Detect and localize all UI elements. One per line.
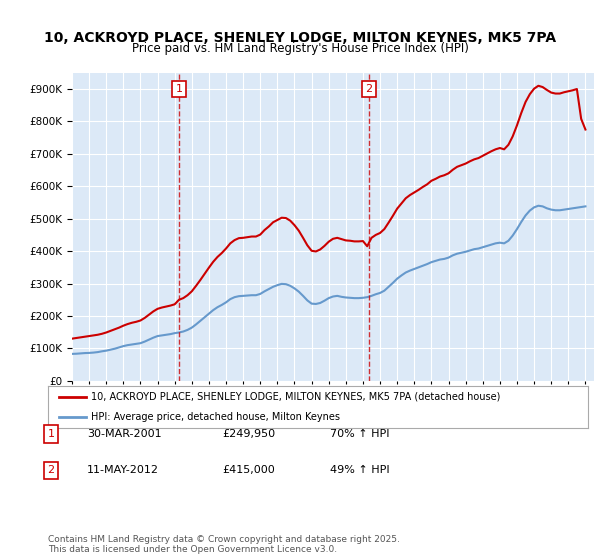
Text: 1: 1 [47, 429, 55, 439]
Text: 1: 1 [175, 84, 182, 94]
Text: 30-MAR-2001: 30-MAR-2001 [87, 429, 161, 439]
Text: Contains HM Land Registry data © Crown copyright and database right 2025.
This d: Contains HM Land Registry data © Crown c… [48, 535, 400, 554]
Text: 2: 2 [47, 465, 55, 475]
Text: HPI: Average price, detached house, Milton Keynes: HPI: Average price, detached house, Milt… [91, 412, 340, 422]
Text: 10, ACKROYD PLACE, SHENLEY LODGE, MILTON KEYNES, MK5 7PA: 10, ACKROYD PLACE, SHENLEY LODGE, MILTON… [44, 31, 556, 45]
Text: £249,950: £249,950 [222, 429, 275, 439]
Text: 49% ↑ HPI: 49% ↑ HPI [330, 465, 389, 475]
Text: Price paid vs. HM Land Registry's House Price Index (HPI): Price paid vs. HM Land Registry's House … [131, 42, 469, 55]
Text: £415,000: £415,000 [222, 465, 275, 475]
Text: 10, ACKROYD PLACE, SHENLEY LODGE, MILTON KEYNES, MK5 7PA (detached house): 10, ACKROYD PLACE, SHENLEY LODGE, MILTON… [91, 392, 500, 402]
Text: 70% ↑ HPI: 70% ↑ HPI [330, 429, 389, 439]
Text: 11-MAY-2012: 11-MAY-2012 [87, 465, 159, 475]
Text: 2: 2 [365, 84, 373, 94]
